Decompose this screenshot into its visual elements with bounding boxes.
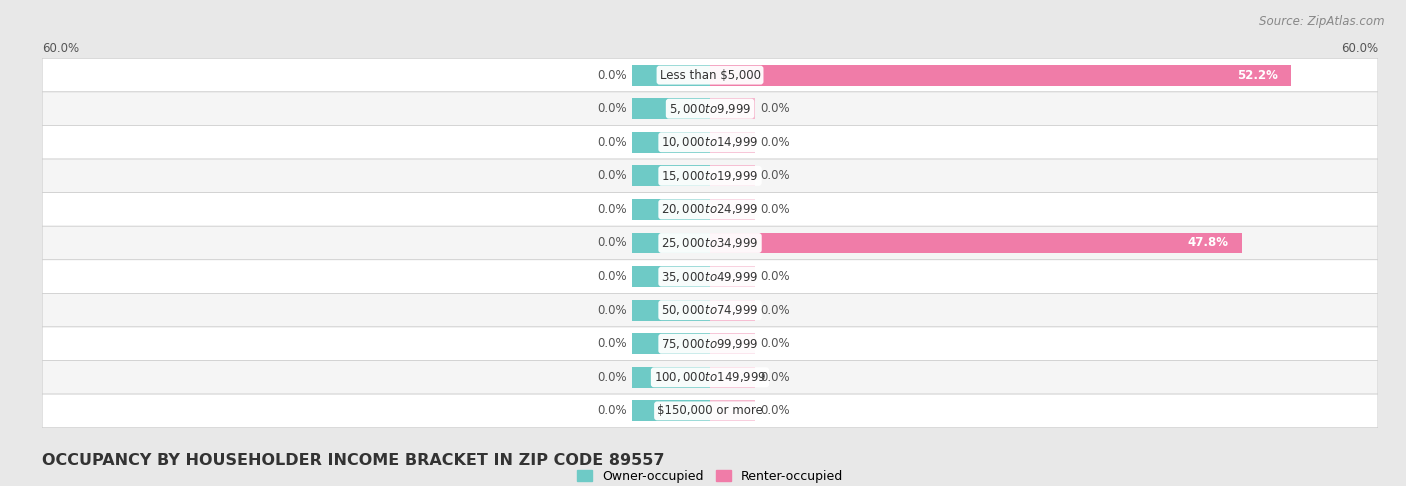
Text: 0.0%: 0.0%: [761, 304, 790, 317]
FancyBboxPatch shape: [42, 125, 1378, 159]
Text: $75,000 to $99,999: $75,000 to $99,999: [661, 337, 759, 351]
FancyBboxPatch shape: [42, 294, 1378, 327]
FancyBboxPatch shape: [42, 361, 1378, 394]
Bar: [633, 98, 710, 119]
FancyBboxPatch shape: [42, 159, 1378, 192]
Text: 0.0%: 0.0%: [598, 404, 627, 417]
FancyBboxPatch shape: [42, 226, 1378, 260]
Text: $100,000 to $149,999: $100,000 to $149,999: [654, 370, 766, 384]
Text: 0.0%: 0.0%: [761, 169, 790, 182]
Text: Source: ZipAtlas.com: Source: ZipAtlas.com: [1260, 15, 1385, 28]
Text: 47.8%: 47.8%: [1188, 237, 1229, 249]
Bar: [633, 367, 710, 388]
Text: 0.0%: 0.0%: [598, 136, 627, 149]
Text: $20,000 to $24,999: $20,000 to $24,999: [661, 203, 759, 216]
Text: $25,000 to $34,999: $25,000 to $34,999: [661, 236, 759, 250]
Bar: [710, 199, 755, 220]
Text: 0.0%: 0.0%: [598, 270, 627, 283]
Legend: Owner-occupied, Renter-occupied: Owner-occupied, Renter-occupied: [572, 465, 848, 486]
Text: 0.0%: 0.0%: [761, 371, 790, 384]
Text: 0.0%: 0.0%: [598, 102, 627, 115]
Bar: [633, 333, 710, 354]
Bar: [710, 333, 755, 354]
Text: OCCUPANCY BY HOUSEHOLDER INCOME BRACKET IN ZIP CODE 89557: OCCUPANCY BY HOUSEHOLDER INCOME BRACKET …: [42, 453, 665, 468]
FancyBboxPatch shape: [42, 192, 1378, 226]
Text: $150,000 or more: $150,000 or more: [657, 404, 763, 417]
Text: 0.0%: 0.0%: [761, 337, 790, 350]
Text: 52.2%: 52.2%: [1237, 69, 1278, 82]
Bar: [710, 300, 755, 321]
Text: $5,000 to $9,999: $5,000 to $9,999: [669, 102, 751, 116]
Text: $10,000 to $14,999: $10,000 to $14,999: [661, 135, 759, 149]
FancyBboxPatch shape: [42, 58, 1378, 92]
Bar: [633, 165, 710, 186]
Text: 0.0%: 0.0%: [598, 371, 627, 384]
Bar: [710, 98, 755, 119]
Bar: [710, 367, 755, 388]
Bar: [633, 199, 710, 220]
Text: 0.0%: 0.0%: [598, 337, 627, 350]
Bar: [633, 266, 710, 287]
Text: $35,000 to $49,999: $35,000 to $49,999: [661, 270, 759, 283]
Text: 0.0%: 0.0%: [598, 169, 627, 182]
Bar: [710, 132, 755, 153]
Text: 0.0%: 0.0%: [761, 270, 790, 283]
Bar: [710, 400, 755, 421]
Bar: [633, 132, 710, 153]
Text: Less than $5,000: Less than $5,000: [659, 69, 761, 82]
Text: 0.0%: 0.0%: [761, 203, 790, 216]
Text: $15,000 to $19,999: $15,000 to $19,999: [661, 169, 759, 183]
Text: 60.0%: 60.0%: [42, 41, 79, 54]
Bar: [633, 400, 710, 421]
Text: $50,000 to $74,999: $50,000 to $74,999: [661, 303, 759, 317]
Text: 0.0%: 0.0%: [761, 136, 790, 149]
FancyBboxPatch shape: [42, 92, 1378, 125]
Bar: [710, 266, 755, 287]
Text: 0.0%: 0.0%: [598, 69, 627, 82]
Bar: [710, 233, 1241, 253]
FancyBboxPatch shape: [42, 327, 1378, 361]
Text: 0.0%: 0.0%: [761, 102, 790, 115]
Bar: [633, 300, 710, 321]
FancyBboxPatch shape: [42, 394, 1378, 428]
Bar: [633, 65, 710, 86]
Bar: [633, 233, 710, 253]
Text: 0.0%: 0.0%: [761, 404, 790, 417]
Text: 0.0%: 0.0%: [598, 203, 627, 216]
FancyBboxPatch shape: [42, 260, 1378, 294]
Bar: [710, 165, 755, 186]
Text: 60.0%: 60.0%: [1341, 41, 1378, 54]
Text: 0.0%: 0.0%: [598, 304, 627, 317]
Bar: [710, 65, 1291, 86]
Text: 0.0%: 0.0%: [598, 237, 627, 249]
